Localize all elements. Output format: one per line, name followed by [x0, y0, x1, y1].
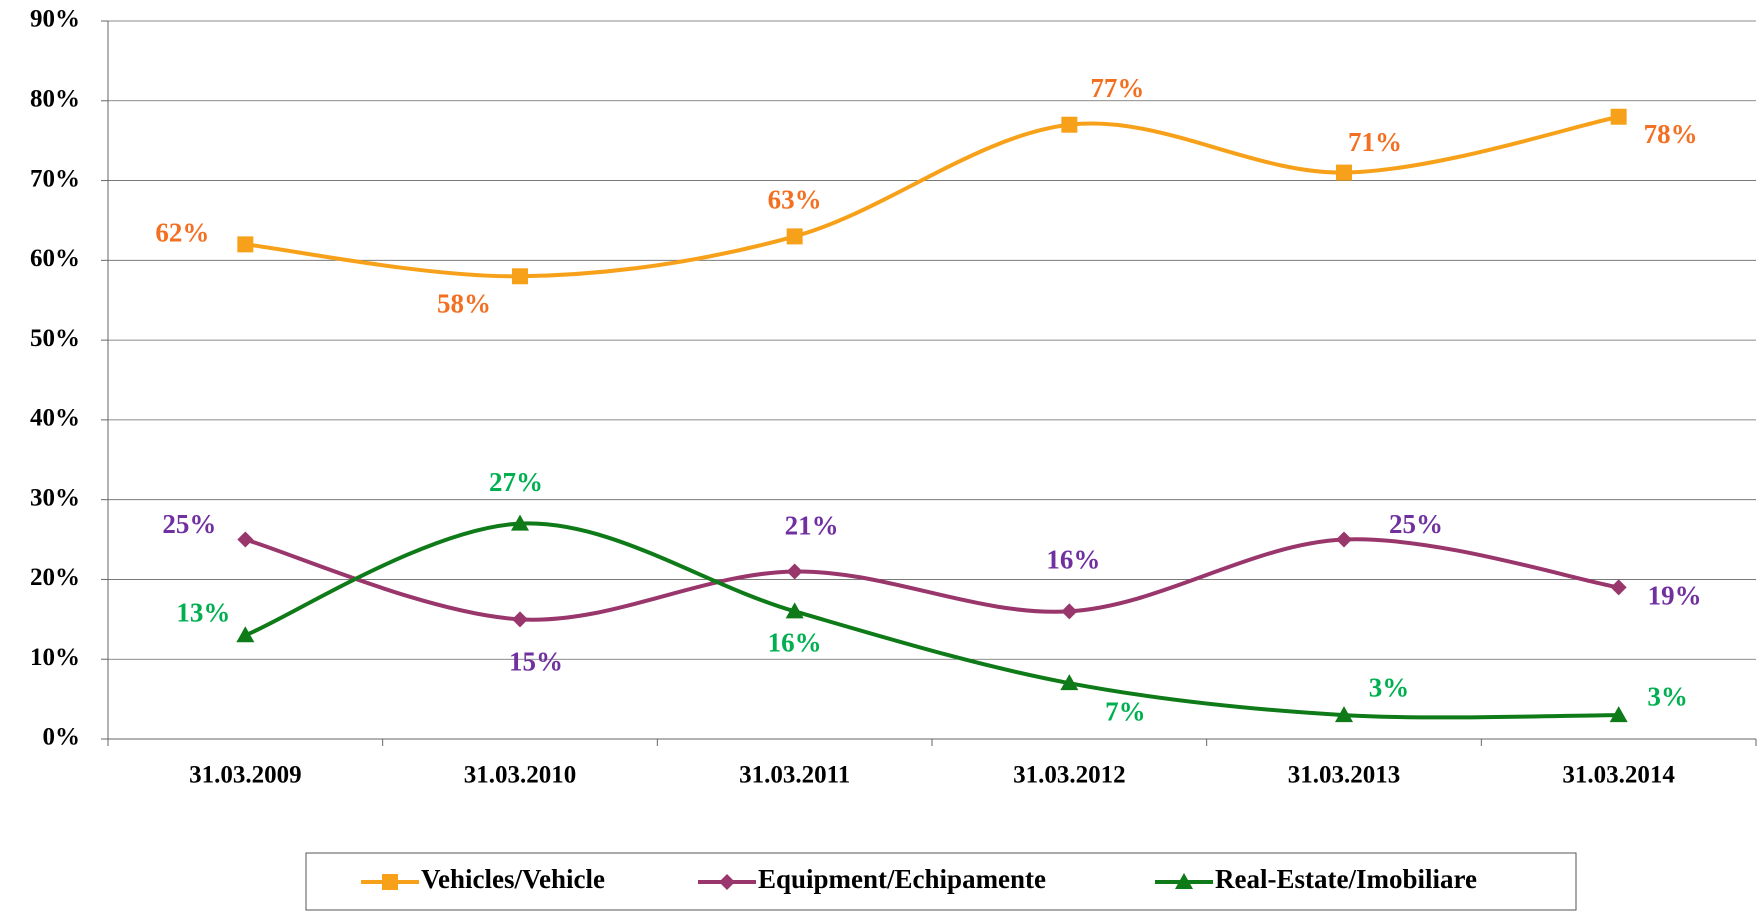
x-tick-label: 31.03.2014	[1562, 762, 1675, 789]
data-point	[1610, 579, 1627, 596]
data-label: 62%	[155, 218, 209, 248]
data-point	[1061, 116, 1078, 133]
data-point	[237, 531, 254, 548]
data-label: 27%	[489, 467, 543, 497]
data-point	[786, 563, 803, 580]
data-point	[511, 514, 529, 531]
data-point	[785, 602, 804, 619]
data-point	[236, 626, 255, 643]
data-point	[1061, 603, 1078, 620]
legend-label: Real-Estate/Imobiliare	[1215, 864, 1477, 894]
x-tick-label: 31.03.2011	[739, 762, 850, 789]
data-label: 21%	[785, 511, 839, 541]
x-tick-label: 31.03.2013	[1288, 762, 1401, 789]
legend-label: Vehicles/Vehicle	[421, 864, 605, 894]
data-label: 13%	[176, 597, 230, 627]
data-point	[1336, 164, 1352, 181]
y-tick-label: 30%	[30, 484, 80, 511]
y-tick-label: 40%	[30, 405, 80, 432]
data-label: 63%	[768, 185, 822, 215]
series-line	[245, 114, 1620, 279]
y-tick-label: 90%	[30, 6, 80, 33]
data-label: 19%	[1648, 581, 1702, 611]
data-point	[237, 236, 254, 253]
data-label: 15%	[509, 647, 563, 677]
data-label: 3%	[1647, 681, 1688, 711]
data-label: 16%	[768, 628, 822, 658]
series-line	[244, 537, 1620, 622]
y-tick-label: 0%	[43, 724, 81, 751]
data-label: 7%	[1105, 696, 1146, 726]
y-tick-label: 50%	[30, 325, 80, 352]
legend-box	[305, 852, 1577, 911]
legend-label: Equipment/Echipamente	[758, 864, 1046, 894]
data-point	[1335, 706, 1353, 723]
data-label: 71%	[1348, 127, 1402, 157]
legend-marker	[719, 874, 735, 890]
y-tick-label: 70%	[30, 165, 80, 192]
legend-marker	[1175, 873, 1193, 889]
data-point	[1336, 531, 1352, 548]
data-label: 78%	[1644, 119, 1698, 149]
legend-marker	[382, 874, 398, 890]
x-tick-label: 31.03.2012	[1013, 762, 1126, 789]
y-tick-label: 60%	[30, 245, 80, 272]
data-point	[1609, 706, 1628, 723]
data-point	[1610, 108, 1627, 125]
data-point	[512, 611, 528, 628]
data-label: 25%	[1389, 509, 1443, 539]
data-point	[1060, 674, 1079, 691]
data-label: 3%	[1369, 672, 1410, 702]
data-label: 58%	[437, 288, 491, 318]
data-point	[512, 268, 528, 285]
series-line	[244, 521, 1619, 720]
y-tick-label: 10%	[30, 644, 80, 671]
y-tick-label: 20%	[30, 564, 80, 591]
x-tick-label: 31.03.2009	[189, 762, 302, 789]
data-label: 77%	[1090, 73, 1144, 103]
x-tick-label: 31.03.2010	[464, 762, 577, 789]
data-label: 16%	[1046, 545, 1100, 575]
y-tick-label: 80%	[30, 86, 80, 113]
data-label: 25%	[162, 509, 216, 539]
data-point	[786, 228, 803, 245]
